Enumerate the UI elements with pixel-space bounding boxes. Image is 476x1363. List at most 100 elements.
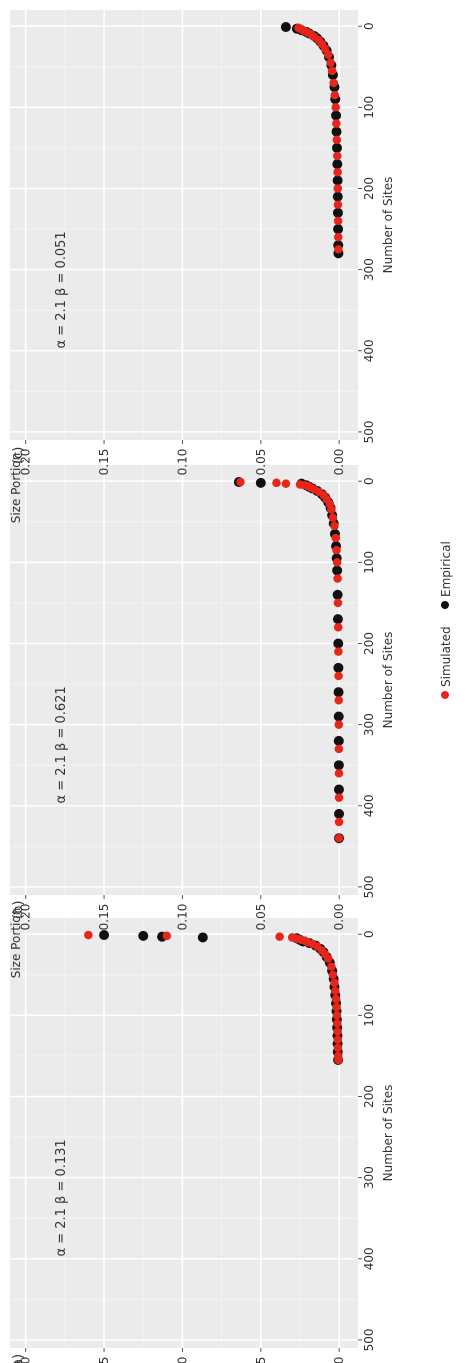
point-simulated	[272, 478, 281, 488]
point-simulated	[333, 184, 342, 193]
x-tick-label: 100	[362, 551, 376, 574]
point-empirical	[333, 638, 344, 649]
point-empirical	[333, 760, 344, 771]
x-axis-title: Number of Sites	[381, 1085, 395, 1182]
point-empirical	[331, 110, 342, 121]
point-simulated	[332, 545, 341, 555]
point-empirical	[197, 932, 208, 943]
y-tick-label: 0.20	[19, 904, 33, 931]
panel-1: 0 100 200 300 400 500 0.00 0.05 0.10 0.15 0.20 Numb…	[9, 918, 395, 1363]
point-simulated	[330, 978, 339, 988]
legend-key-empirical	[441, 601, 449, 609]
point-empirical	[255, 477, 266, 488]
y-tick-label: 0.05	[254, 1357, 268, 1363]
x-axis-title: Number of Sites	[381, 177, 395, 274]
parameter-annotation: α = 2.1 β = 0.131	[54, 1139, 69, 1256]
point-simulated	[324, 50, 333, 59]
point-empirical	[333, 687, 344, 698]
point-simulated	[334, 817, 344, 827]
panel-label: (b)	[11, 901, 26, 919]
x-tick-label: 500	[362, 1328, 376, 1351]
point-simulated	[329, 78, 338, 88]
point-empirical	[138, 930, 149, 941]
point-empirical	[333, 735, 344, 746]
point-empirical	[280, 22, 291, 33]
point-simulated	[334, 769, 344, 778]
legend-key-simulated	[441, 691, 449, 699]
panel-2: 0 100 200 300 400 500 0.00 0.05 0.10 0.15 0.20 Numb…	[9, 465, 395, 978]
point-simulated	[333, 1043, 343, 1053]
point-simulated	[332, 558, 342, 567]
point-simulated	[334, 744, 344, 754]
parameter-annotation: α = 2.1 β = 0.621	[54, 686, 69, 803]
point-simulated	[236, 477, 245, 487]
y-tick-label: 0.15	[97, 449, 111, 476]
y-tick-label: 0.00	[332, 1357, 346, 1363]
point-simulated	[326, 58, 335, 67]
point-simulated	[333, 574, 342, 583]
x-tick-label: 0	[362, 930, 376, 938]
point-simulated	[281, 479, 291, 488]
point-simulated	[162, 931, 171, 941]
x-tick-label: 200	[362, 177, 376, 200]
point-empirical	[334, 808, 345, 819]
point-empirical	[333, 784, 344, 795]
y-tick-label: 0.20	[19, 1357, 33, 1363]
x-axis-title: Number of Sites	[381, 632, 395, 729]
x-tick-label: 300	[362, 1166, 376, 1189]
point-simulated	[334, 232, 343, 242]
panel-label: (a)	[11, 1354, 26, 1363]
x-tick-label: 500	[362, 875, 376, 898]
x-tick-label: 0	[362, 477, 376, 485]
point-simulated	[327, 962, 336, 971]
point-simulated	[333, 1019, 342, 1028]
point-simulated	[334, 671, 343, 681]
x-tick-label: 200	[362, 1085, 376, 1108]
point-simulated	[331, 103, 340, 112]
x-tick-label: 100	[362, 96, 376, 119]
point-simulated	[333, 168, 342, 177]
point-simulated	[330, 90, 339, 100]
point-simulated	[333, 1035, 342, 1044]
panel-3: 0 100 200 300 400 500 0.00 0.05 0.10 0.15 0.20 Numb…	[9, 10, 395, 523]
point-empirical	[333, 711, 344, 722]
point-simulated	[327, 505, 336, 514]
point-empirical	[332, 175, 343, 186]
legend-label-simulated: Simulated	[439, 626, 453, 687]
point-simulated	[333, 200, 343, 209]
y-tick-label: 0.05	[254, 904, 268, 931]
plot-background	[10, 465, 358, 895]
y-tick-label: 0.10	[175, 449, 189, 476]
point-empirical	[332, 589, 343, 600]
legend: Simulated Empirical	[439, 541, 453, 699]
point-simulated	[324, 954, 333, 963]
point-simulated	[332, 135, 342, 145]
point-simulated	[333, 1027, 342, 1036]
point-simulated	[334, 696, 343, 705]
point-simulated	[331, 994, 341, 1004]
x-tick-label: 0	[362, 22, 376, 30]
parameter-annotation: α = 2.1 β = 0.051	[54, 231, 69, 348]
point-simulated	[333, 598, 343, 608]
point-simulated	[334, 834, 344, 843]
y-tick-label: 0.10	[175, 904, 189, 931]
point-simulated	[331, 986, 340, 996]
y-tick-label: 0.10	[175, 1357, 189, 1363]
y-axis-title: Size Portion	[9, 1361, 23, 1363]
point-empirical	[333, 224, 344, 235]
point-simulated	[328, 513, 338, 522]
x-tick-label: 300	[362, 713, 376, 736]
point-simulated	[334, 1055, 343, 1065]
point-empirical	[99, 930, 110, 941]
x-tick-label: 100	[362, 1004, 376, 1027]
y-axis-title: Size Portion	[9, 908, 23, 979]
point-simulated	[332, 1011, 342, 1020]
point-empirical	[332, 191, 343, 202]
plot-background	[10, 10, 358, 440]
point-empirical	[332, 207, 343, 218]
point-empirical	[331, 126, 342, 137]
point-simulated	[330, 521, 339, 531]
plot-background	[10, 918, 358, 1348]
y-tick-label: 0.15	[97, 1357, 111, 1363]
